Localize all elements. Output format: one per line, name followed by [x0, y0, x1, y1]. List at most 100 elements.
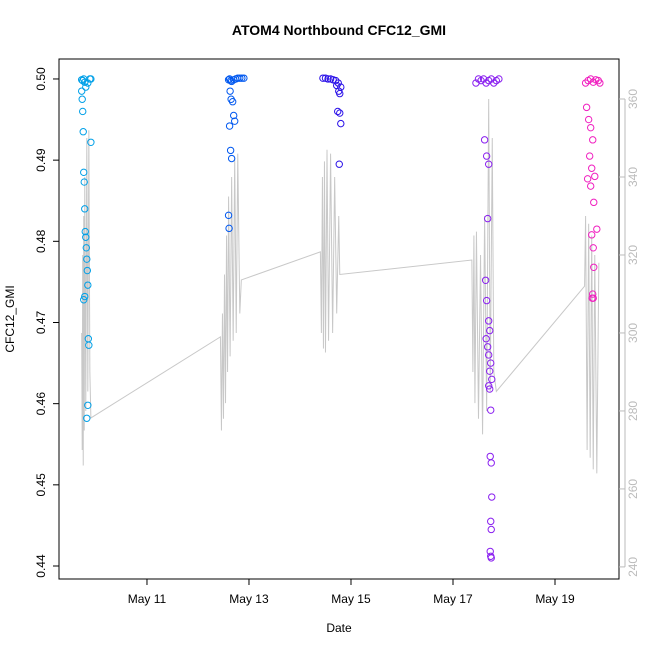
point	[226, 76, 235, 85]
point	[80, 178, 88, 186]
point	[490, 79, 498, 87]
point	[588, 164, 596, 172]
point	[487, 459, 495, 467]
point	[335, 160, 343, 168]
point	[589, 294, 597, 302]
point	[479, 75, 488, 83]
y-tick-label: 0.44	[34, 554, 48, 578]
point	[81, 78, 89, 86]
x-tick-label: May 13	[229, 592, 269, 606]
point	[83, 266, 92, 275]
point	[590, 263, 598, 271]
x-axis-label: Date	[326, 621, 352, 635]
point	[484, 382, 493, 390]
point	[481, 276, 490, 284]
line	[81, 99, 600, 474]
chart-title: ATOM4 Northbound CFC12_GMI	[232, 22, 446, 38]
point	[224, 211, 233, 220]
point	[80, 168, 88, 177]
point	[596, 79, 604, 87]
point	[84, 281, 92, 289]
point	[589, 136, 597, 144]
point	[236, 74, 244, 82]
y2-tick-label: 360	[626, 89, 640, 109]
x-tick-label: May 15	[331, 592, 371, 606]
y2-tick-label: 340	[626, 167, 640, 187]
point	[582, 103, 591, 112]
point	[483, 343, 492, 351]
point	[337, 119, 345, 128]
point	[226, 146, 235, 155]
point	[488, 493, 496, 501]
point	[80, 296, 88, 304]
point	[227, 77, 236, 86]
point	[487, 406, 495, 414]
point	[334, 107, 342, 116]
point	[77, 87, 86, 95]
point	[319, 74, 327, 82]
y-tick-label: 0.50	[34, 67, 48, 91]
point	[81, 292, 89, 301]
point	[226, 87, 234, 95]
point	[229, 111, 238, 120]
point	[84, 401, 92, 409]
point	[85, 341, 93, 349]
point	[78, 95, 86, 103]
point	[227, 154, 236, 163]
point	[586, 182, 595, 190]
y-tick-label: 0.45	[34, 473, 48, 497]
point	[87, 138, 95, 146]
point	[486, 367, 494, 375]
point	[336, 89, 344, 98]
point	[87, 75, 95, 83]
point	[590, 198, 598, 207]
point	[238, 74, 246, 82]
point	[79, 128, 87, 136]
point	[581, 79, 590, 87]
point	[588, 231, 596, 239]
point	[488, 375, 496, 384]
point	[225, 122, 234, 130]
point	[331, 76, 340, 85]
x-tick-label: May 11	[128, 592, 167, 606]
point	[487, 552, 495, 560]
point	[81, 205, 89, 213]
point	[482, 152, 491, 160]
y2-tick-label: 280	[626, 401, 640, 421]
point	[79, 107, 87, 116]
point	[324, 75, 332, 83]
point	[487, 75, 495, 83]
y-axis-label: CFC12_GMI	[3, 285, 17, 352]
point	[495, 75, 503, 83]
y-tick-label: 0.47	[34, 310, 48, 334]
point	[480, 136, 489, 144]
y-tick-label: 0.46	[34, 392, 48, 416]
point	[484, 351, 493, 359]
point	[591, 172, 599, 181]
point	[484, 317, 493, 325]
plot-box	[58, 58, 620, 580]
point	[487, 525, 495, 534]
point	[482, 79, 490, 87]
point	[586, 123, 595, 132]
y2-tick-label: 260	[626, 479, 640, 499]
y2-tick-label: 300	[626, 323, 640, 343]
point	[240, 74, 248, 82]
point	[231, 117, 239, 125]
point	[593, 225, 601, 233]
point	[83, 255, 91, 263]
point	[589, 290, 597, 298]
point	[486, 326, 494, 335]
point	[82, 233, 90, 241]
y2-tick-label: 320	[626, 245, 640, 265]
point	[336, 109, 344, 117]
point	[482, 296, 491, 305]
point	[486, 452, 494, 461]
point	[82, 244, 90, 252]
point	[589, 244, 597, 252]
point	[225, 224, 233, 233]
point	[484, 160, 493, 168]
point	[486, 385, 494, 393]
point	[82, 83, 90, 91]
